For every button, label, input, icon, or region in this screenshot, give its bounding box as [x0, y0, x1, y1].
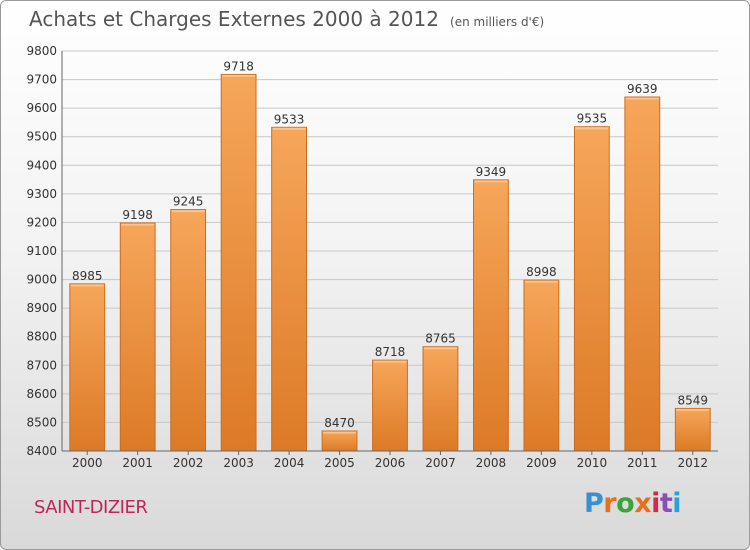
bar	[271, 126, 307, 452]
y-tick-label: 9800	[26, 44, 57, 58]
y-tick-label: 9100	[26, 244, 57, 258]
data-label: 8549	[677, 393, 708, 407]
y-tick-label: 9600	[26, 101, 57, 115]
bar	[220, 73, 257, 452]
brand-logo[interactable]: Proxiti	[584, 488, 682, 519]
bar	[473, 179, 509, 452]
data-label: 8470	[324, 416, 355, 430]
y-tick-label: 8900	[26, 301, 57, 315]
bar	[170, 209, 207, 452]
y-tick-label: 9200	[26, 215, 57, 229]
data-label: 9245	[173, 195, 204, 209]
data-label: 9535	[577, 112, 608, 126]
x-tick-label: 2012	[677, 456, 708, 470]
x-tick-label: 2010	[577, 456, 608, 470]
chart-title: Achats et Charges Externes 2000 à 2012	[29, 7, 439, 31]
x-tick-label: 2004	[274, 456, 305, 470]
bar	[422, 346, 459, 452]
brand-letter: r	[603, 488, 617, 519]
data-label: 8985	[72, 269, 103, 283]
bar	[69, 283, 106, 452]
x-tick-label: 2002	[173, 456, 204, 470]
x-tick-label: 2000	[72, 456, 103, 470]
brand-letter: o	[616, 488, 635, 519]
y-tick-label: 8500	[26, 415, 57, 429]
x-tick-label: 2009	[526, 456, 557, 470]
data-label: 9198	[122, 208, 153, 222]
x-tick-label: 2011	[627, 456, 658, 470]
y-tick-label: 8700	[26, 358, 57, 372]
bar	[674, 407, 711, 452]
x-tick-label: 2008	[476, 456, 507, 470]
bar	[321, 430, 358, 452]
y-tick-label: 9300	[26, 187, 57, 201]
data-label: 8718	[375, 345, 406, 359]
brand-letter: t	[659, 488, 673, 519]
bar	[573, 126, 610, 452]
bar	[372, 359, 408, 452]
y-tick-label: 8800	[26, 330, 57, 344]
y-tick-label: 9700	[26, 73, 57, 87]
data-label: 9718	[223, 59, 254, 73]
x-tick-label: 2003	[223, 456, 254, 470]
brand-letter: i	[651, 488, 660, 519]
data-label: 8998	[526, 265, 557, 279]
x-tick-label: 2001	[122, 456, 153, 470]
brand-letter: i	[672, 488, 682, 519]
x-tick-label: 2007	[425, 456, 456, 470]
data-label: 9349	[476, 165, 507, 179]
x-tick-label: 2006	[375, 456, 406, 470]
data-label: 8765	[425, 332, 456, 346]
brand-letter: x	[634, 488, 652, 519]
y-tick-label: 8400	[26, 444, 57, 458]
y-tick-label: 9000	[26, 273, 57, 287]
location-label: SAINT-DIZIER	[34, 497, 148, 518]
y-tick-label: 9500	[26, 130, 57, 144]
bar	[523, 279, 560, 452]
y-tick-label: 9400	[26, 158, 57, 172]
bar	[119, 222, 156, 452]
data-label: 9533	[274, 112, 305, 126]
bar	[624, 96, 661, 452]
x-tick-label: 2005	[324, 456, 355, 470]
title-block: Achats et Charges Externes 2000 à 2012 (…	[29, 7, 544, 31]
brand-letter: P	[584, 488, 604, 519]
chart-subtitle: (en milliers d'€)	[450, 15, 545, 29]
y-tick-label: 8600	[26, 387, 57, 401]
data-label: 9639	[627, 82, 658, 96]
